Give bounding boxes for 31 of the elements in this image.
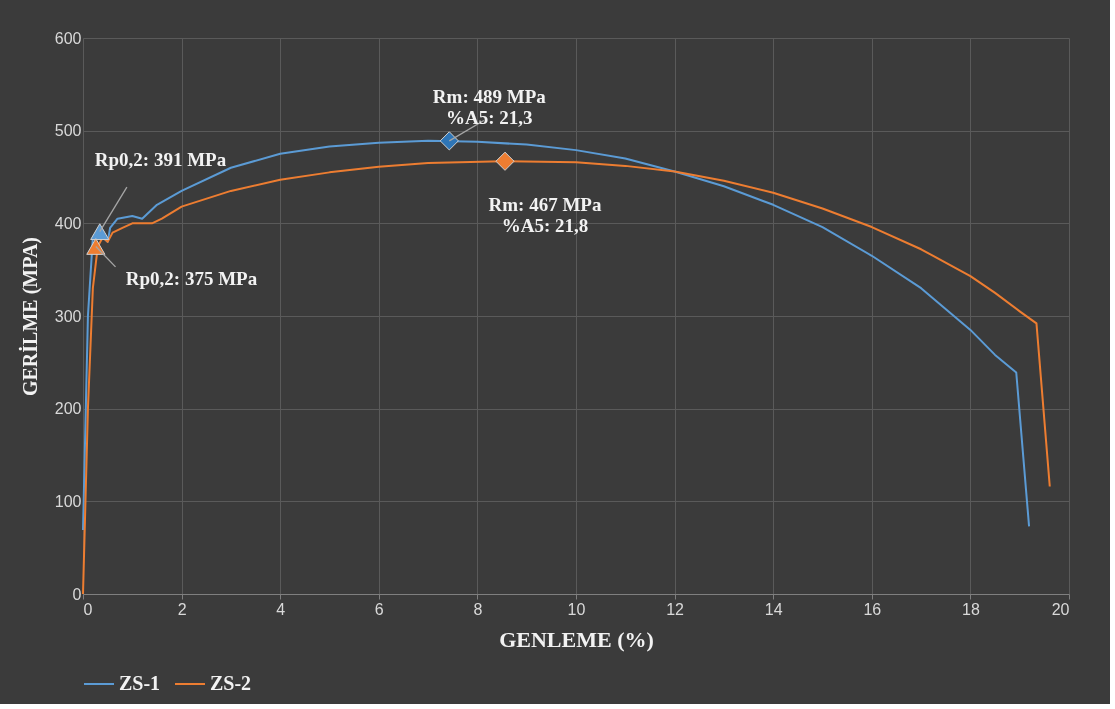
x-tick-label: 10 [567, 600, 586, 618]
point [86, 238, 106, 255]
annotation: Rm: 467 MPa %A5: 21,8 [488, 194, 602, 237]
x-tick-label: 16 [863, 600, 882, 618]
x-tick-label: 6 [374, 600, 384, 618]
line-series [82, 139, 1031, 532]
legend-label: ZS-2 [210, 672, 252, 694]
x-tick-label: 14 [764, 600, 783, 618]
x-axis-title: GENLEME (%) [499, 626, 654, 652]
x-tick-label: 20 [1051, 600, 1070, 618]
y-tick-label: 0 [72, 585, 82, 603]
y-tick-label: 200 [54, 400, 82, 418]
x-tick-label: 2 [177, 600, 187, 618]
y-tick-label: 100 [54, 492, 82, 510]
annotation: Rp0,2: 391 MPa [94, 148, 227, 170]
x-tick-label: 8 [473, 600, 483, 618]
y-tick-label: 400 [54, 214, 82, 232]
y-tick-label: 600 [54, 29, 82, 47]
y-tick-label: 500 [54, 122, 82, 140]
x-tick-label: 18 [962, 600, 980, 618]
annotation: Rp0,2: 375 MPa [125, 267, 258, 289]
x-tick-label: 0 [83, 600, 93, 618]
point [90, 223, 110, 241]
point [439, 131, 459, 151]
point [495, 151, 515, 171]
y-tick-label: 300 [54, 307, 82, 325]
x-tick-label: 4 [276, 600, 286, 618]
x-tick-label: 12 [666, 600, 685, 618]
legend-label: ZS-1 [119, 672, 161, 694]
annotation: Rm: 489 MPa %A5: 21,3 [432, 85, 547, 128]
y-axis-title: GERİLME (MPA) [17, 236, 42, 397]
